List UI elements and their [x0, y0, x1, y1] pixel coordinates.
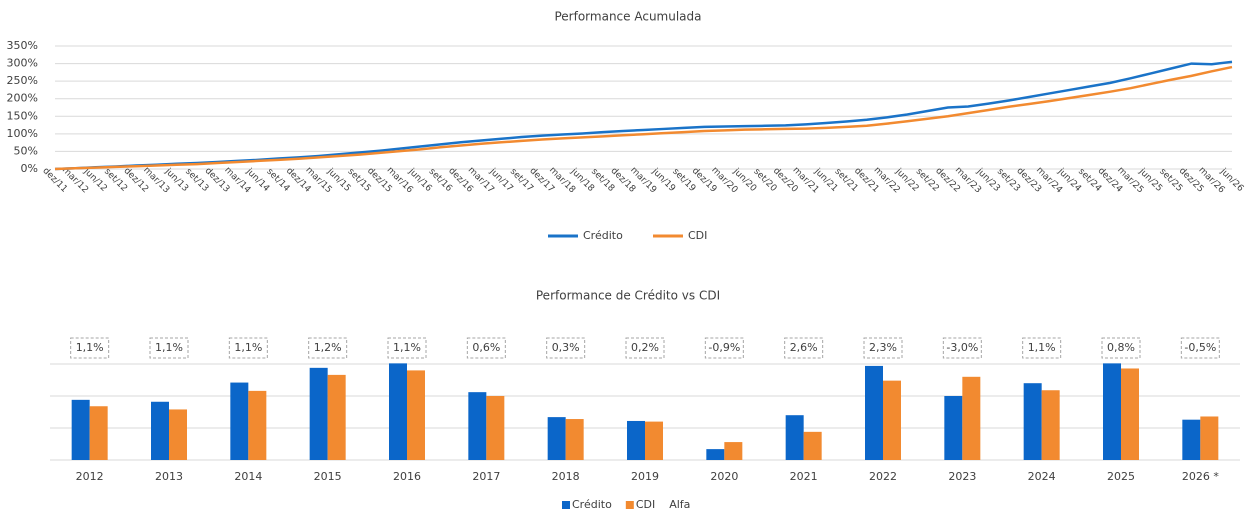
x-tick-label: 2015 — [314, 470, 342, 483]
annotation-label: 1,2% — [314, 341, 342, 354]
x-tick-label: 2017 — [472, 470, 500, 483]
annotation-label: 0,8% — [1107, 341, 1135, 354]
x-tick-label: 2021 — [790, 470, 818, 483]
bar — [883, 380, 901, 460]
annotation-box — [1180, 337, 1220, 359]
bar — [706, 449, 725, 460]
annotation-box — [704, 337, 744, 359]
bar — [169, 409, 187, 460]
chart-title: Performance de Crédito vs CDI — [536, 289, 720, 303]
x-tick-label: 2018 — [552, 470, 580, 483]
bar — [309, 367, 328, 460]
annotation-label: 2,6% — [790, 341, 818, 354]
annotation-box — [70, 337, 110, 359]
legend-label: Crédito — [583, 229, 623, 242]
bar — [468, 392, 487, 460]
y-tick-label: 150% — [7, 109, 38, 122]
legend-swatch — [625, 501, 634, 509]
annotation-label: 0,2% — [631, 341, 659, 354]
y-tick-label: 250% — [7, 74, 38, 87]
bar — [565, 419, 584, 460]
legend-label: CDI — [688, 229, 707, 242]
y-tick-label: 100% — [7, 127, 38, 140]
bar — [547, 417, 566, 460]
bar — [1023, 383, 1042, 460]
annotation-label: 1,1% — [1028, 341, 1056, 354]
annotation-box — [308, 337, 348, 359]
bar — [803, 431, 822, 460]
annotation-label: 0,6% — [472, 341, 500, 354]
annotation-box — [546, 337, 586, 359]
chart-title: Performance Acumulada — [554, 10, 701, 24]
bar — [248, 390, 267, 460]
x-tick-label: 2012 — [76, 470, 104, 483]
annotation-label: 1,1% — [76, 341, 104, 354]
annotation-label: 0,3% — [552, 341, 580, 354]
y-tick-label: 350% — [7, 39, 38, 52]
y-tick-label: 0% — [21, 162, 38, 175]
bar — [865, 365, 883, 460]
x-tick-label: 2019 — [631, 470, 659, 483]
bar — [1041, 390, 1060, 460]
x-tick-label: 2022 — [869, 470, 897, 483]
line-series — [54, 60, 1233, 171]
annotation-box — [466, 337, 506, 359]
bar — [407, 370, 425, 460]
bar — [627, 420, 645, 460]
annotation-box — [625, 337, 665, 359]
x-tick-label: 2026 * — [1182, 470, 1219, 483]
x-tick-label: 2024 — [1028, 470, 1056, 483]
annotation-box — [1101, 337, 1141, 359]
annotation-box — [228, 337, 268, 359]
annotation-box — [942, 337, 982, 359]
bar — [724, 442, 743, 460]
annotation-box — [387, 337, 427, 359]
bar — [944, 396, 963, 460]
bar — [785, 415, 804, 460]
line-series — [54, 65, 1233, 171]
annotation-box — [863, 337, 903, 359]
legend-swatch — [562, 501, 570, 509]
annotation-label: 2,3% — [869, 341, 897, 354]
bar — [486, 396, 505, 460]
x-tick-label: 2020 — [710, 470, 738, 483]
annotation-label: -3,0% — [946, 341, 978, 354]
bar — [230, 382, 249, 460]
bar — [1182, 419, 1201, 460]
annotation-label: 1,1% — [393, 341, 421, 354]
annotation-box — [149, 337, 189, 359]
annotation-label: 1,1% — [155, 341, 183, 354]
x-tick-label: 2025 — [1107, 470, 1135, 483]
bar — [327, 374, 346, 460]
legend-label: Alfa — [669, 498, 690, 511]
annotation-label: -0,9% — [708, 341, 740, 354]
bar — [645, 421, 663, 460]
bar — [89, 406, 108, 460]
bar — [962, 376, 981, 460]
bar — [389, 363, 407, 460]
legend-label: CDI — [636, 498, 655, 511]
x-tick-label: 2016 — [393, 470, 421, 483]
bar — [71, 399, 90, 460]
legend-label: Crédito — [572, 498, 612, 511]
y-tick-label: 300% — [7, 57, 38, 70]
bar — [1200, 416, 1219, 460]
annotation-label: -0,5% — [1184, 341, 1216, 354]
x-tick-label: 2014 — [234, 470, 262, 483]
x-tick-label: 2013 — [155, 470, 183, 483]
bar — [1103, 363, 1121, 460]
x-tick-label: 2023 — [948, 470, 976, 483]
y-tick-label: 200% — [7, 92, 38, 105]
bar — [1121, 368, 1139, 460]
y-tick-label: 50% — [14, 144, 38, 157]
annotation-box — [1022, 337, 1062, 359]
bar — [151, 401, 169, 460]
annotation-box — [784, 337, 824, 359]
annotation-label: 1,1% — [234, 341, 262, 354]
